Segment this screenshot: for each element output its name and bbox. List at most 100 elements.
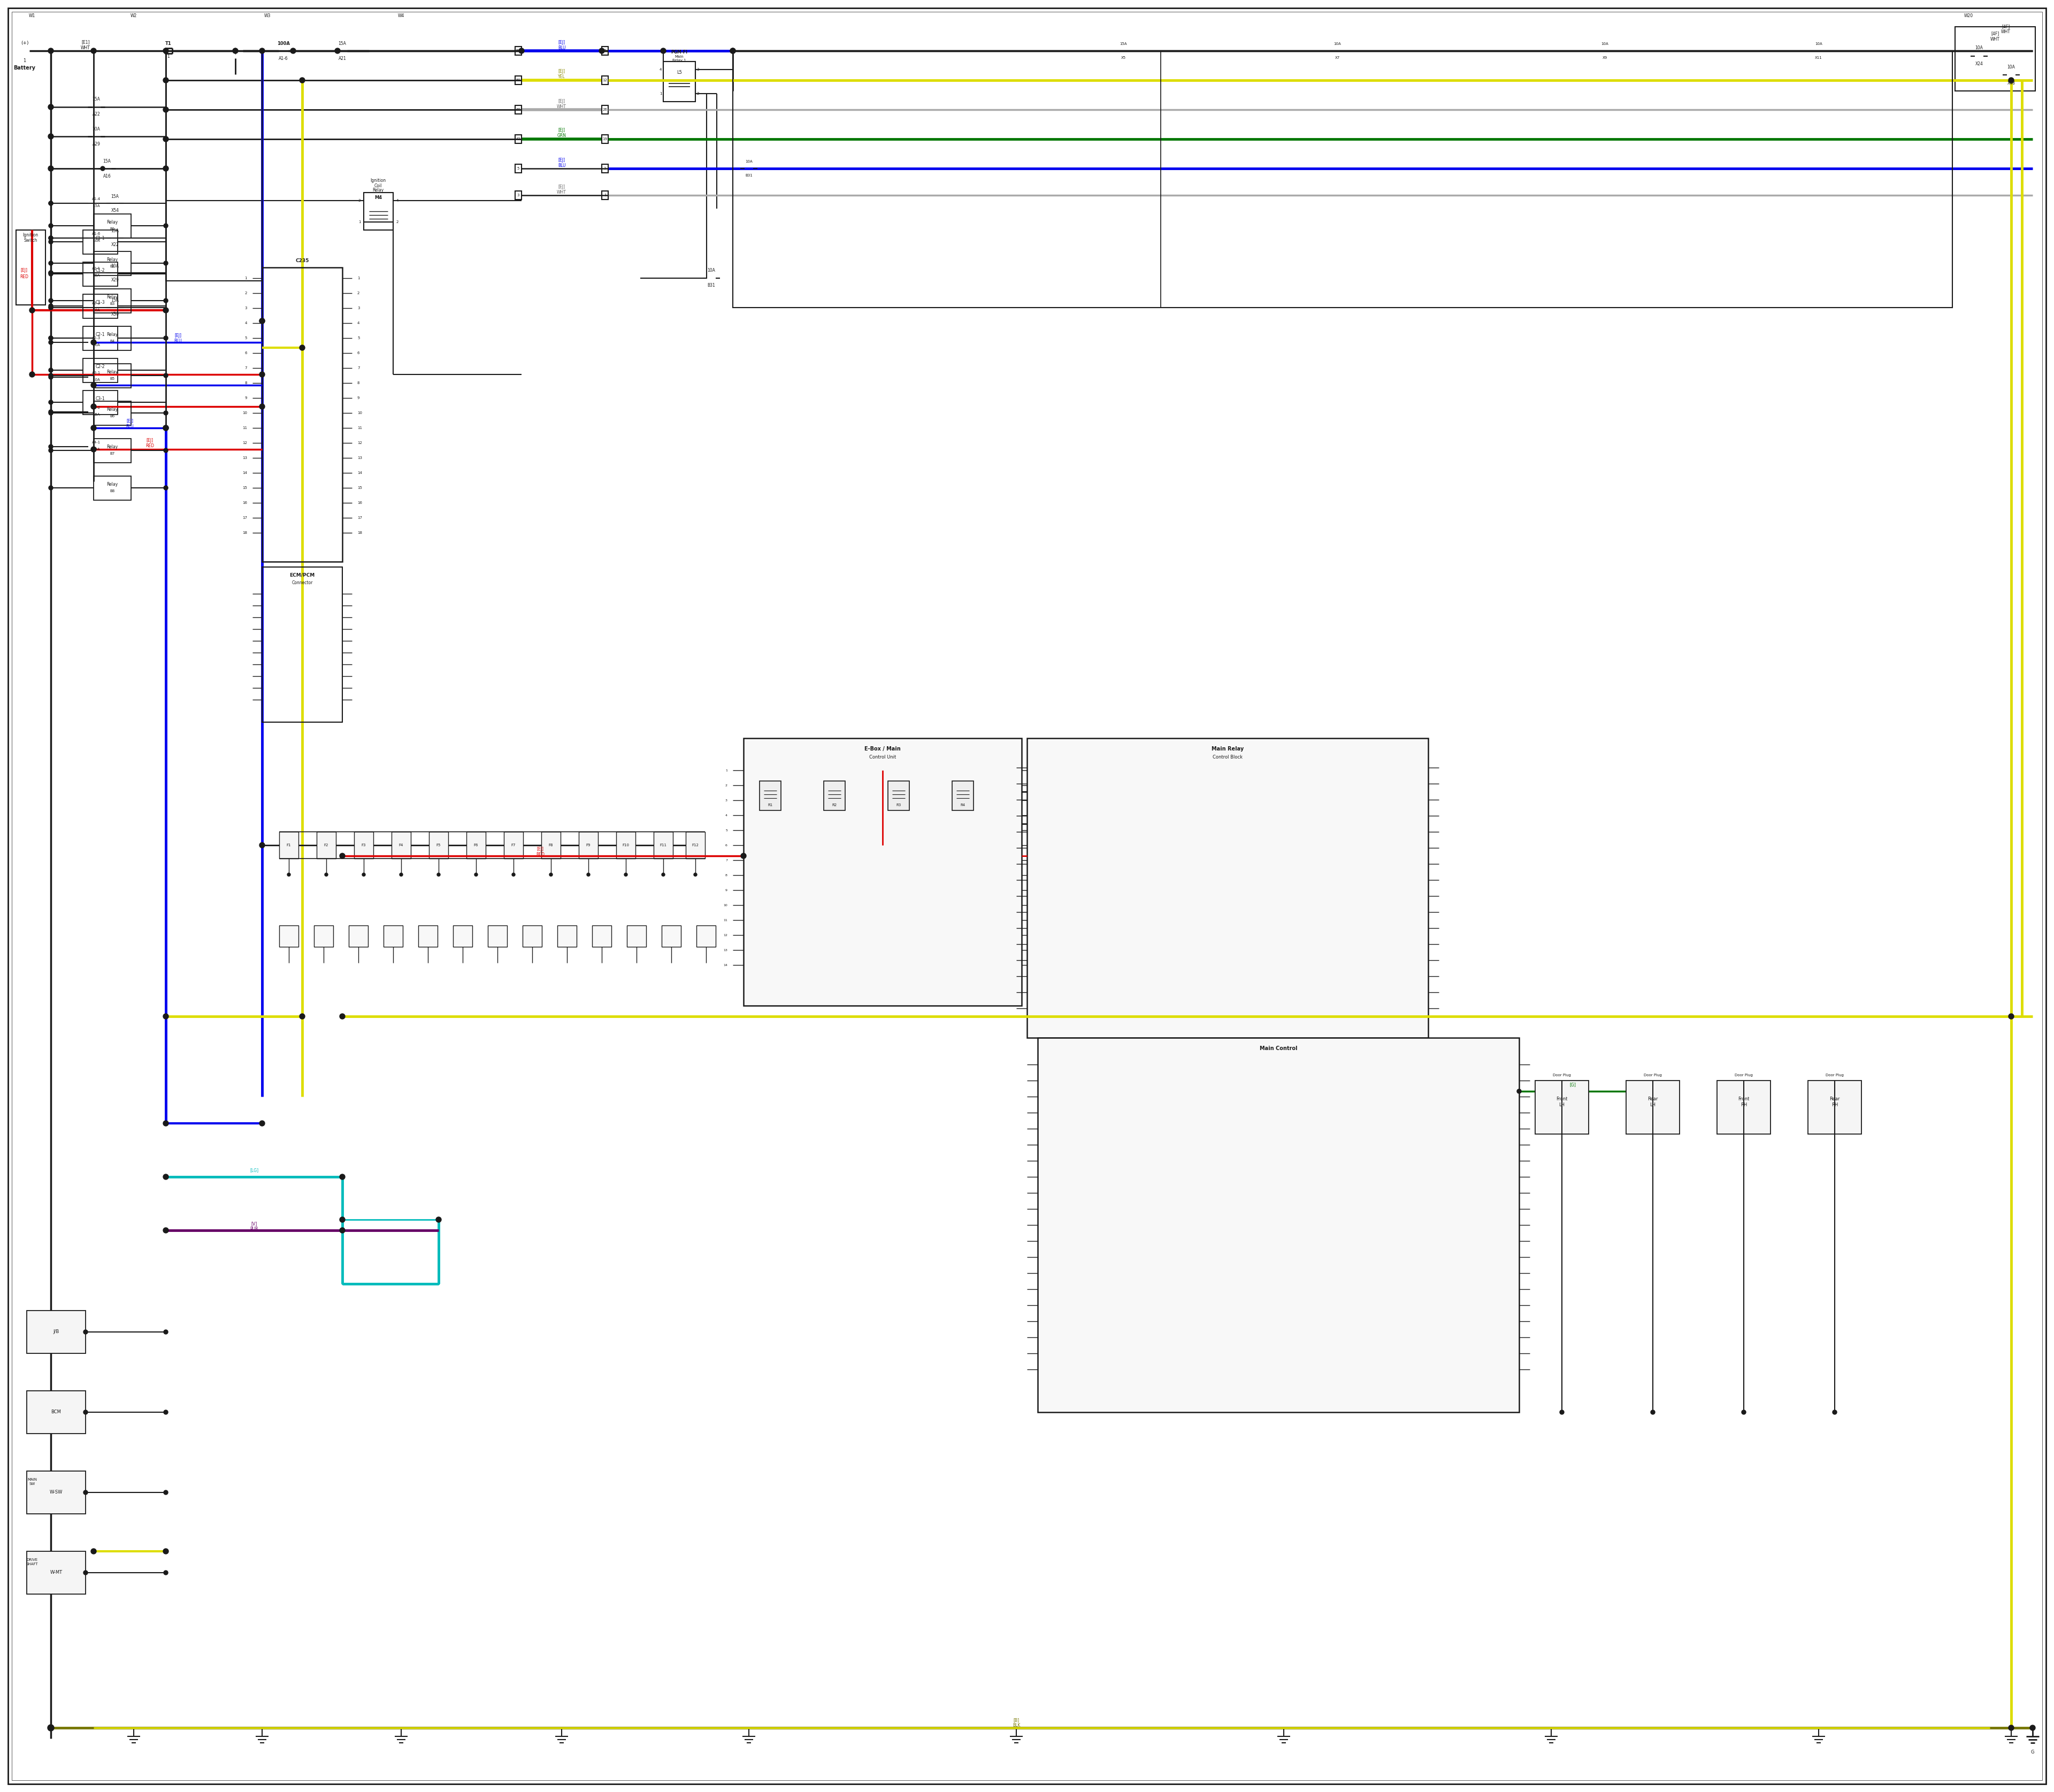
Text: PUR: PUR [251, 1228, 259, 1231]
Text: 3: 3 [244, 306, 246, 310]
Text: YEL: YEL [559, 75, 565, 79]
Text: 10A: 10A [2007, 65, 2015, 70]
Text: Ignition: Ignition [370, 179, 386, 183]
Text: 3: 3 [357, 306, 359, 310]
Bar [516, 106, 522, 115]
Text: 10A: 10A [1600, 43, 1608, 45]
Text: 7: 7 [244, 366, 246, 369]
Circle shape [90, 340, 97, 346]
Text: 3: 3 [696, 68, 698, 72]
Bar [454, 925, 472, 946]
Text: B5: B5 [109, 376, 115, 380]
Text: A29: A29 [92, 142, 101, 147]
Circle shape [49, 305, 53, 310]
Circle shape [162, 1228, 168, 1233]
Circle shape [729, 48, 735, 54]
Text: 11: 11 [242, 426, 246, 430]
Text: 2: 2 [696, 91, 698, 95]
Circle shape [164, 1491, 168, 1495]
Bar [466, 831, 485, 858]
Text: Coil: Coil [374, 183, 382, 188]
Circle shape [2029, 1726, 2036, 1731]
Text: F11: F11 [659, 844, 668, 848]
Text: BLU: BLU [125, 425, 134, 430]
Circle shape [49, 444, 53, 448]
Text: X30: X30 [111, 312, 119, 317]
Circle shape [84, 1330, 88, 1333]
Text: B8: B8 [109, 489, 115, 493]
Text: A3-1: A3-1 [92, 371, 101, 375]
Circle shape [49, 375, 53, 380]
Circle shape [162, 77, 168, 82]
Circle shape [90, 382, 97, 387]
Bar [616, 831, 635, 858]
Text: Relay: Relay [107, 258, 117, 262]
Text: ECM/PCM: ECM/PCM [290, 573, 314, 577]
Circle shape [259, 1120, 265, 1125]
Text: 59: 59 [516, 79, 520, 82]
Circle shape [162, 425, 168, 430]
Bar [503, 831, 524, 858]
Text: 15A: 15A [111, 297, 119, 303]
Text: 15A: 15A [111, 194, 119, 199]
Circle shape [288, 873, 290, 876]
Text: [E1]: [E1] [82, 39, 90, 45]
Text: 59: 59 [516, 48, 520, 52]
Text: Battery: Battery [14, 65, 35, 70]
Circle shape [49, 262, 53, 265]
Text: F9: F9 [585, 844, 592, 848]
Bar [314, 925, 333, 946]
Circle shape [47, 104, 53, 109]
Text: [EJ]: [EJ] [559, 70, 565, 73]
Bar [602, 47, 608, 56]
Circle shape [29, 371, 35, 376]
Circle shape [49, 240, 53, 244]
Text: 2: 2 [604, 167, 606, 170]
Text: F12: F12 [692, 844, 698, 848]
Text: 10: 10 [242, 412, 246, 414]
Text: A1-6: A1-6 [92, 233, 101, 235]
Circle shape [162, 167, 168, 172]
Bar [94, 439, 131, 462]
Text: C1-3: C1-3 [94, 299, 105, 305]
Text: 15A: 15A [92, 97, 101, 102]
Circle shape [49, 299, 53, 303]
Circle shape [300, 77, 304, 82]
Bar [82, 326, 117, 351]
Text: B6: B6 [109, 414, 115, 418]
Text: 15A: 15A [339, 41, 347, 47]
Circle shape [49, 201, 53, 206]
Bar [384, 925, 403, 946]
Text: 4: 4 [396, 199, 398, 202]
Circle shape [29, 308, 35, 314]
Bar [516, 165, 522, 172]
Circle shape [164, 486, 168, 489]
Circle shape [49, 410, 53, 414]
Text: 4: 4 [357, 321, 359, 324]
Circle shape [335, 48, 341, 54]
Circle shape [49, 237, 53, 240]
Circle shape [1651, 1410, 1656, 1414]
Text: 5: 5 [357, 337, 359, 340]
Text: Relay: Relay [107, 407, 117, 412]
Circle shape [259, 48, 265, 54]
Circle shape [259, 319, 265, 324]
Bar [263, 267, 343, 561]
Bar [353, 831, 374, 858]
Text: 6: 6 [244, 351, 246, 355]
Text: A16: A16 [103, 174, 111, 179]
Circle shape [90, 1548, 97, 1554]
Circle shape [600, 48, 604, 54]
Text: [EJ]: [EJ] [21, 267, 27, 272]
Bar [27, 1310, 86, 1353]
Text: 10: 10 [723, 903, 727, 907]
Bar [887, 781, 910, 810]
Circle shape [1518, 1090, 1522, 1093]
Text: Relay 1: Relay 1 [672, 59, 686, 63]
Bar [489, 925, 507, 946]
Text: A2-3: A2-3 [92, 337, 101, 340]
Text: 100A: 100A [277, 41, 290, 47]
Text: 1: 1 [23, 57, 27, 63]
Bar [602, 106, 608, 115]
Text: WHT: WHT [80, 45, 90, 50]
